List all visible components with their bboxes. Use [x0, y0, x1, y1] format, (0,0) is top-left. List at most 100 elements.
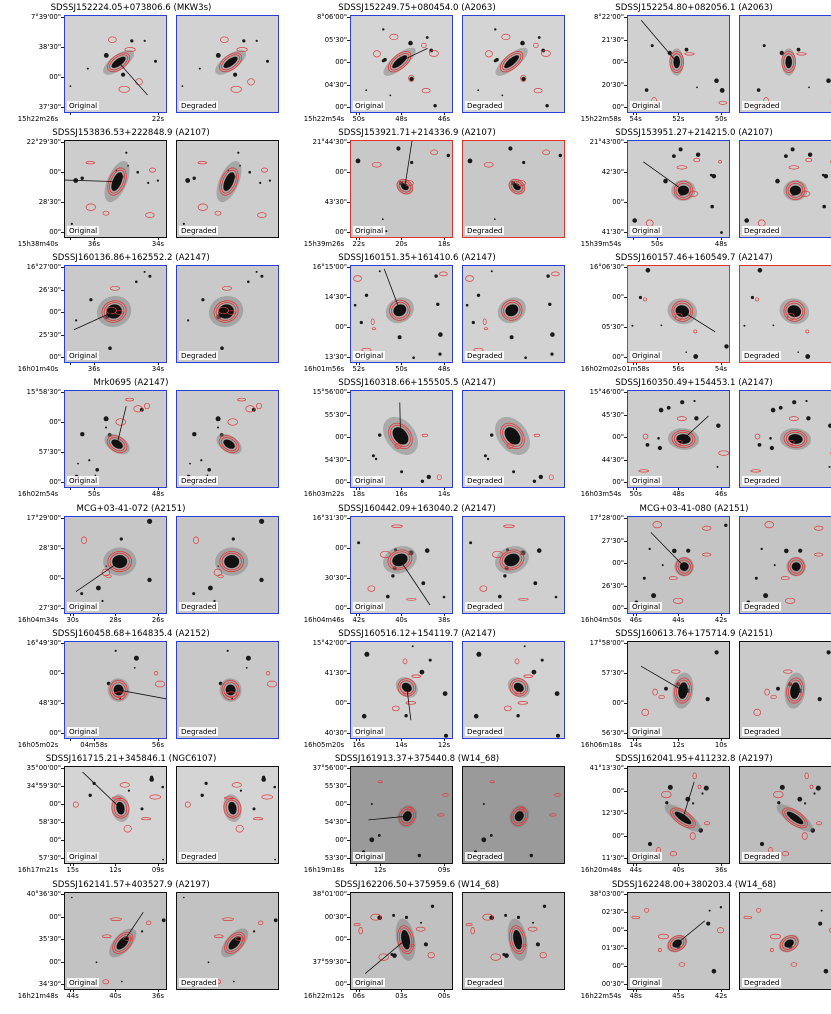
tick-mark — [624, 357, 627, 358]
panel-title: MCG+03-41-080 (A2151) — [639, 504, 749, 514]
dec-tick-label: 00" — [49, 800, 61, 808]
ra-tick-label: 16h19m18s — [303, 866, 345, 874]
ra-tick-label: 15h22m58s — [580, 115, 622, 123]
tick-mark — [61, 643, 64, 644]
dec-tick-label: 00" — [49, 418, 61, 426]
dec-tick-label: 16°06'30" — [589, 263, 624, 271]
ra-tick-label: 22s — [352, 240, 365, 248]
cutout-pair: SDSSJ160516.12+154119.7 (A2147) Original D… — [286, 629, 565, 755]
tick-mark — [347, 916, 350, 918]
tick-mark — [158, 363, 159, 365]
ra-tick-label: 15h22m54s — [303, 115, 345, 123]
cutout-pair: SDSSJ152249.75+080454.0 (A2063) Original D… — [286, 3, 565, 129]
degraded-label: Degraded — [742, 226, 782, 235]
panel-title: SDSSJ153921.71+214336.9 (A2107) — [338, 128, 496, 138]
tick-mark — [358, 113, 360, 115]
degraded-image: Degraded — [462, 766, 565, 864]
dec-tick-label: 00" — [612, 103, 624, 111]
dec-tick-label: 00" — [335, 228, 347, 236]
tick-mark — [347, 267, 350, 268]
tick-mark — [444, 238, 445, 240]
ra-tick-label: 00s — [437, 992, 451, 1000]
dec-tick-label: 05'30" — [324, 35, 347, 44]
tick-mark — [624, 585, 627, 587]
original-image: Original — [64, 766, 167, 864]
tick-mark — [347, 39, 350, 41]
dec-tick-label: 00" — [49, 957, 61, 966]
tick-mark — [347, 786, 350, 787]
tick-mark — [94, 363, 95, 365]
tick-mark — [61, 578, 64, 579]
cutout-pair: SDSSJ153836.53+222848.9 (A2107) Original D… — [0, 128, 279, 254]
tick-mark — [347, 804, 350, 805]
dec-tick-label: 57'30" — [601, 669, 624, 677]
dec-tick-label: 00" — [612, 699, 624, 707]
tick-mark — [633, 238, 634, 240]
dec-tick-label: 00" — [49, 168, 61, 176]
ra-tick-label: 40s — [109, 992, 122, 1000]
tick-mark — [347, 392, 350, 393]
tick-mark — [61, 822, 64, 823]
dec-tick-label: 00" — [49, 73, 61, 81]
original-label: Original — [67, 852, 100, 861]
ra-tick-label: 34s — [151, 365, 165, 373]
tick-mark — [70, 614, 71, 616]
cutout-pair: SDSSJ162041.95+411232.8 (A2197) Original D… — [563, 754, 831, 880]
degraded-image: Degraded — [462, 892, 565, 990]
tick-mark — [624, 858, 627, 859]
dec-tick-label: 00" — [612, 962, 624, 970]
tick-mark — [70, 113, 71, 115]
ra-tick-label: 52s — [352, 365, 365, 373]
dec-tick-label: 00" — [335, 604, 347, 612]
dec-tick-label: 00" — [335, 433, 347, 441]
tick-mark — [635, 614, 637, 616]
dec-tick-label: 00" — [335, 168, 347, 176]
original-image: Original — [350, 892, 453, 990]
panel-title: SDSSJ162206.50+375959.6 (W14_68) — [334, 880, 500, 890]
dec-tick-label: 00" — [612, 926, 624, 934]
original-label: Original — [630, 226, 663, 235]
dec-tick-label: 43'30" — [324, 198, 347, 206]
degraded-image: Degraded — [739, 15, 831, 113]
tick-mark — [624, 62, 627, 63]
tick-mark — [347, 84, 350, 86]
tick-mark — [624, 17, 627, 18]
degraded-label: Degraded — [465, 978, 505, 987]
dec-tick-label: 30'30" — [324, 574, 347, 582]
dec-tick-label: 00" — [612, 293, 624, 301]
panel-title: SDSSJ160350.49+154453.1 (A2147) — [615, 378, 773, 388]
tick-mark — [61, 939, 64, 940]
dec-tick-label: 41°13'30" — [589, 764, 624, 772]
ra-tick-label: 16h22m54s — [580, 992, 622, 1000]
tick-mark — [678, 488, 680, 490]
tick-mark — [624, 84, 627, 86]
cutout-pair: SDSSJ162141.57+403527.9 (A2197) Original D… — [0, 880, 279, 1006]
panel-title: SDSSJ160458.68+164835.4 (A2152) — [52, 629, 210, 639]
degraded-image: Degraded — [462, 265, 565, 363]
tick-mark — [347, 840, 350, 841]
ra-tick-label: 10s — [714, 741, 728, 749]
tick-mark — [444, 739, 445, 741]
ra-tick-label: 14s — [395, 741, 408, 749]
ra-tick-label: 36s — [87, 365, 101, 373]
ra-tick-label: 54s — [714, 365, 728, 373]
ra-tick-label: 48s — [714, 240, 728, 248]
original-label: Original — [67, 101, 100, 110]
dec-tick-label: 14'30" — [324, 293, 347, 301]
tick-mark — [158, 739, 159, 741]
dec-tick-label: 00" — [335, 544, 347, 552]
dec-tick-label: 00" — [335, 836, 347, 844]
cutout-pair: SDSSJ160151.35+161410.6 (A2147) Original D… — [286, 253, 565, 379]
tick-mark — [633, 864, 634, 866]
tick-mark — [633, 488, 634, 490]
tick-mark — [347, 608, 350, 609]
tick-mark — [158, 990, 159, 992]
tick-mark — [624, 673, 627, 674]
tick-mark — [624, 703, 627, 704]
degraded-image: Degraded — [462, 641, 565, 739]
dec-tick-label: 38'30" — [38, 43, 61, 51]
original-image: Original — [350, 265, 453, 363]
cutout-pair: MCG+03-41-072 (A2151) Original Degraded 17°… — [0, 504, 279, 630]
original-label: Original — [630, 978, 663, 987]
ra-tick-label: 16h03m54s — [580, 490, 622, 498]
